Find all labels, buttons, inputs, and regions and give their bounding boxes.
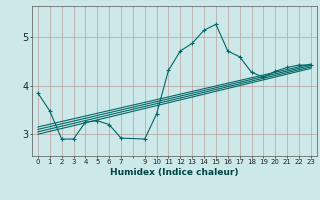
X-axis label: Humidex (Indice chaleur): Humidex (Indice chaleur) xyxy=(110,168,239,177)
